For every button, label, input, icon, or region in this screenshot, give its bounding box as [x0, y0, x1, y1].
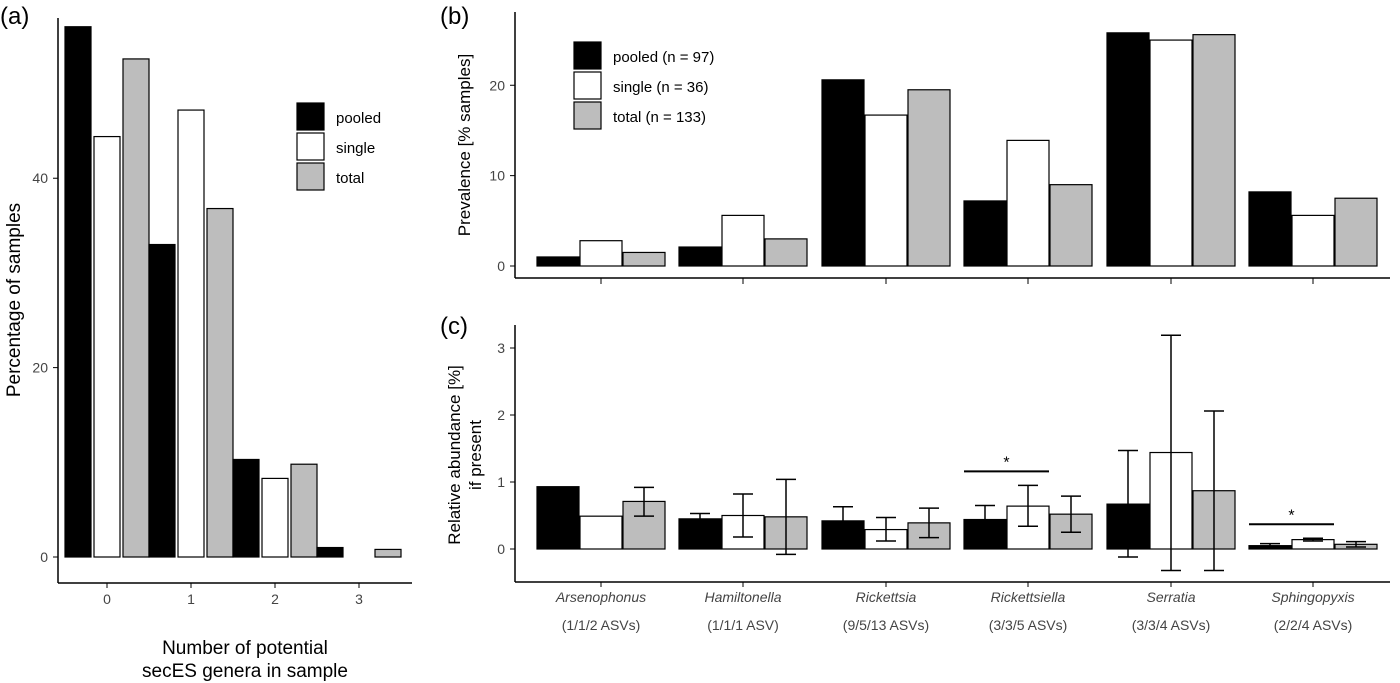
panel-b-bar-total	[1049, 184, 1093, 267]
panel-a-xtick-label: 1	[187, 591, 195, 607]
panel-a-legend-label: single	[336, 140, 375, 157]
panel-c-category-sublabel: (2/2/4 ASVs)	[1274, 617, 1353, 633]
panel-b-bar-total	[764, 238, 808, 267]
panel-a-bar-pooled	[232, 458, 260, 558]
panel-a-marks: 0 20 40 0 1 2 3 pooled single total	[32, 26, 402, 607]
panel-c-ylabel-line2: if present	[466, 420, 485, 490]
panel-b-bar-total	[907, 89, 951, 267]
panel-c-category-label: Arsenophonus	[555, 589, 646, 605]
panel-c-ytick-label: 3	[497, 340, 505, 356]
panel-b-bar-pooled	[536, 256, 580, 267]
panel-a-bar-pooled	[64, 26, 92, 558]
panel-b-bar-single	[579, 240, 623, 267]
panel-b-bar-pooled	[678, 246, 722, 267]
panel-c: (c) 0 1 2 3 Arsenophonus (1/1/2 ASVs) Hamilton…	[440, 313, 1390, 633]
panel-a-ylabel: Percentage of samples	[4, 203, 25, 397]
panel-b-bar-total	[1192, 34, 1236, 267]
panel-b-bar-pooled	[1248, 191, 1292, 267]
panel-b-ytick-label: 10	[489, 168, 505, 184]
panel-a-bar-single	[261, 477, 289, 558]
panel-a: (a) 0 20 40 0 1 2 3 pooled single total Percentag…	[0, 3, 412, 682]
panel-b-legend-swatch-total	[573, 101, 602, 130]
panel-a-bar-total	[290, 463, 318, 558]
panel-b-bar-pooled	[821, 79, 865, 267]
panel-a-xlabel-line1: Number of potential	[162, 638, 328, 659]
panel-a-bar-total	[122, 58, 150, 558]
panel-c-category-sublabel: (1/1/1 ASV)	[707, 617, 779, 633]
panel-a-xtick-label: 2	[271, 591, 279, 607]
panel-b-legend-label: total (n = 133)	[613, 109, 706, 126]
panel-b-legend-swatch-pooled	[573, 41, 602, 70]
panel-a-legend-swatch-total	[296, 162, 325, 191]
panel-c-category-sublabel: (3/3/5 ASVs)	[989, 617, 1068, 633]
panel-b-bar-single	[1291, 214, 1335, 267]
panel-c-category-sublabel: (9/5/13 ASVs)	[843, 617, 929, 633]
panel-b-ytick-label: 0	[497, 258, 505, 274]
panel-a-legend-label: pooled	[336, 110, 381, 127]
panel-b-legend-label: single (n = 36)	[613, 79, 708, 96]
panel-b-legend-label: pooled (n = 97)	[613, 49, 714, 66]
panel-b-bar-single	[1006, 139, 1050, 267]
panel-c-ytick-label: 1	[497, 474, 505, 490]
panel-c-category-sublabel: (3/3/4 ASVs)	[1132, 617, 1211, 633]
panel-a-bar-pooled	[316, 546, 344, 558]
panel-b-bar-single	[721, 214, 765, 267]
panel-a-ytick-label: 20	[32, 360, 48, 376]
panel-a-bar-pooled	[148, 243, 176, 558]
panel-b-bar-single	[864, 114, 908, 267]
panel-b-bar-total	[622, 251, 666, 267]
panel-a-bar-total	[206, 207, 234, 558]
panel-a-bar-total	[374, 548, 402, 558]
panel-b-bar-pooled	[1106, 32, 1150, 267]
panel-b-letter: (b)	[440, 3, 469, 30]
panel-c-ytick-label: 0	[497, 541, 505, 557]
panel-b-marks: 0 10 20 pooled (n = 97) single (n = 36) total…	[489, 32, 1378, 284]
panel-b-bar-pooled	[963, 200, 1007, 267]
panel-a-legend-label: total	[336, 170, 364, 187]
panel-a-ytick-label: 40	[32, 170, 48, 186]
panel-b: (b) 0 10 20 pooled (n = 97) single (n = 36) t…	[440, 3, 1390, 284]
panel-b-legend-swatch-single	[573, 71, 602, 100]
panel-b-bar-single	[1149, 39, 1193, 267]
panel-a-xlabel-line2: secES genera in sample	[142, 661, 348, 682]
panel-c-ylabel-line1: Relative abundance [%]	[445, 365, 464, 545]
panel-b-ylabel: Prevalence [% samples]	[455, 54, 474, 236]
panel-c-category-label: Rickettsia	[856, 589, 917, 605]
panel-c-category-label: Hamiltonella	[704, 589, 781, 605]
panel-a-letter: (a)	[0, 3, 29, 30]
panel-c-ytick-label: 2	[497, 407, 505, 423]
panel-b-bar-total	[1334, 197, 1378, 267]
panel-c-category-sublabel: (1/1/2 ASVs)	[562, 617, 641, 633]
panel-a-legend-swatch-pooled	[296, 102, 325, 131]
panel-c-bar-pooled	[536, 486, 580, 550]
panel-b-ytick-label: 20	[489, 77, 505, 93]
panel-c-significance-label: *	[1003, 454, 1009, 471]
panel-a-legend-swatch-single	[296, 132, 325, 161]
panel-a-xtick-label: 0	[103, 591, 111, 607]
panel-c-category-label: Serratia	[1146, 589, 1195, 605]
panel-c-letter: (c)	[440, 313, 468, 340]
panel-c-bar-single	[579, 515, 623, 550]
panel-c-significance-label: *	[1288, 507, 1294, 524]
panel-a-xtick-label: 3	[355, 591, 363, 607]
panel-c-category-label: Rickettsiella	[991, 589, 1066, 605]
panel-c-category-label: Sphingopyxis	[1271, 589, 1354, 605]
panel-a-bar-single	[177, 109, 205, 558]
panel-c-marks: 0 1 2 3 Arsenophonus (1/1/2 ASVs) Hamiltonella…	[497, 334, 1378, 633]
panel-a-ytick-label: 0	[40, 549, 48, 565]
panel-a-bar-single	[93, 135, 121, 558]
